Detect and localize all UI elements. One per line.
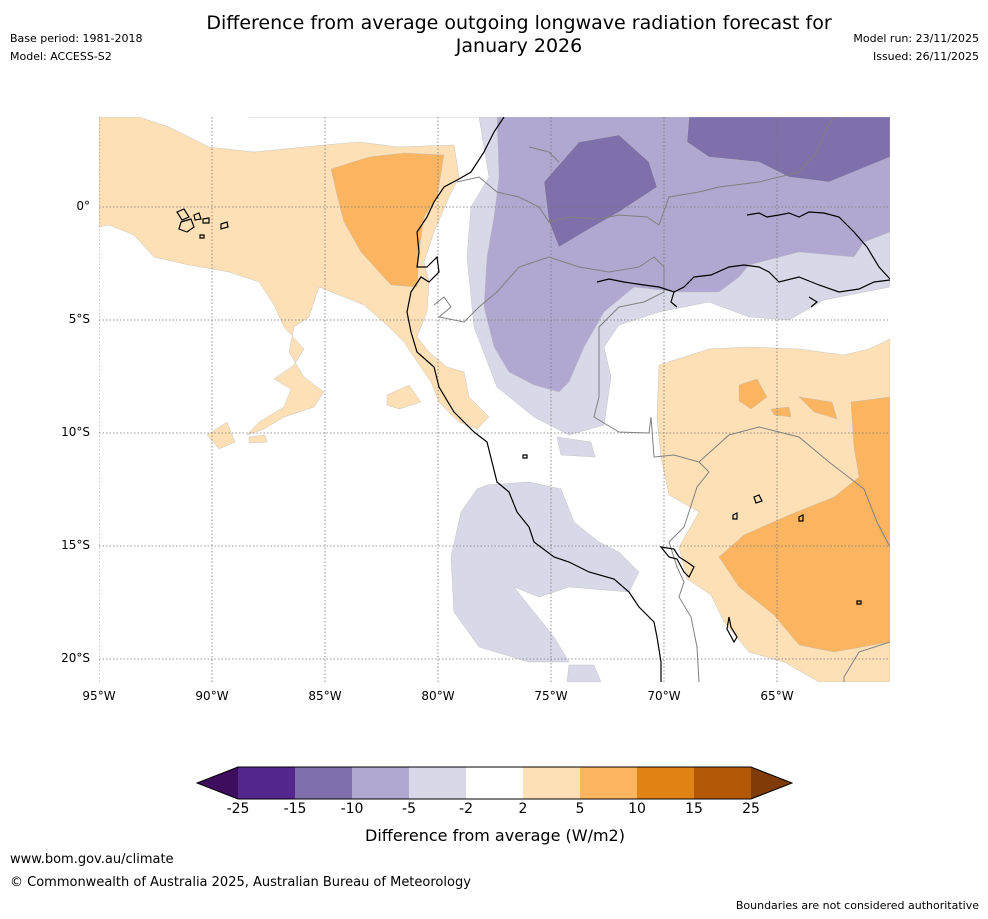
- lon-label-70w: 70°W: [647, 689, 681, 703]
- colorbar-swatch: [295, 767, 352, 799]
- issued-text: Issued: 26/11/2025: [872, 50, 979, 63]
- anomaly-pos-5-10: [330, 152, 890, 653]
- colorbar-extend-low: [197, 767, 238, 799]
- footer-url: www.bom.gov.au/climate: [10, 852, 174, 867]
- border-colombia-peru: [456, 117, 835, 226]
- orange-light-patch-sw: [206, 421, 236, 450]
- forecast-map: [99, 117, 890, 682]
- coastline-pacific: [406, 117, 662, 682]
- small-lake-4: [798, 514, 804, 522]
- colorbar-swatch: [694, 767, 751, 799]
- lon-label-90w: 90°W: [195, 689, 229, 703]
- coastline-river-branch: [670, 291, 678, 308]
- colorbar: [195, 766, 794, 800]
- colorbar-tick-label: 25: [742, 801, 760, 817]
- border-peru-bolivia: [650, 416, 710, 682]
- footer-copyright: © Commonwealth of Australia 2025, Austra…: [10, 875, 471, 890]
- lon-label-75w: 75°W: [534, 689, 568, 703]
- colorbar-swatch: [352, 767, 409, 799]
- title-line-2: January 2026: [455, 35, 583, 57]
- graticule: [99, 117, 890, 682]
- lat-label-15s: 15°S: [61, 538, 90, 552]
- lat-label-10s: 10°S: [61, 425, 90, 439]
- purple-light-patch-south: [566, 664, 602, 682]
- lat-label-5s: 5°S: [68, 312, 90, 326]
- national-borders: [433, 117, 890, 682]
- small-lake-3: [732, 512, 738, 520]
- border-ecuador-peru-brazil: [433, 256, 665, 434]
- small-lake-5: [856, 600, 862, 605]
- lake-titicaca: [659, 546, 695, 579]
- purple-light-region-south: [450, 481, 640, 663]
- purple-light-patch: [556, 436, 596, 458]
- colorbar-tick-label: 15: [685, 801, 703, 817]
- galapagos-island-2: [178, 218, 195, 233]
- lon-label-85w: 85°W: [308, 689, 342, 703]
- coastline: [176, 117, 890, 682]
- galapagos-island-1: [176, 208, 190, 221]
- colorbar-tick-label: -5: [402, 801, 416, 817]
- galapagos-island-6: [199, 234, 205, 239]
- anomaly-neg-15-10: [543, 117, 890, 248]
- coastline-river-branch-2: [808, 296, 819, 308]
- model-text: Model: ACCESS-S2: [10, 50, 112, 63]
- coastline-amazon-north: [746, 211, 890, 280]
- orange-medium-patch-3: [798, 396, 838, 420]
- colorbar-tick-label: -10: [340, 801, 364, 817]
- colorbar-tick-label: -15: [283, 801, 307, 817]
- colorbar-swatch: [637, 767, 694, 799]
- model-run-text: Model run: 23/11/2025: [853, 32, 979, 45]
- colorbar-tick-label: -25: [226, 801, 250, 817]
- colorbar-extend-high: [751, 767, 792, 799]
- coastline-amazon-river: [596, 264, 890, 293]
- lon-label-95w: 95°W: [82, 689, 116, 703]
- lon-label-80w: 80°W: [421, 689, 455, 703]
- metadata-left: Base period: 1981-2018 Model: ACCESS-S2: [10, 30, 142, 66]
- map-title: Difference from average outgoing longwav…: [0, 12, 988, 58]
- lat-label-0: 0°: [76, 199, 90, 213]
- colorbar-title: Difference from average (W/m2): [365, 826, 625, 845]
- colorbar-tick-label: -2: [459, 801, 473, 817]
- footer-disclaimer: Boundaries are not considered authoritat…: [735, 899, 979, 912]
- lat-label-20s: 20°S: [61, 651, 90, 665]
- orange-light-patch-small: [248, 434, 268, 444]
- galapagos-island-4: [202, 217, 210, 224]
- border-north-segment: [528, 146, 560, 163]
- metadata-right: Model run: 23/11/2025 Issued: 26/11/2025: [853, 30, 979, 66]
- lon-label-65w: 65°W: [760, 689, 794, 703]
- galapagos-island-5: [220, 221, 229, 230]
- colorbar-outline: [195, 766, 794, 800]
- colorbar-swatch: [580, 767, 637, 799]
- border-bolivia-brazil: [698, 426, 890, 548]
- small-lake-2: [753, 494, 763, 504]
- colorbar-swatch: [523, 767, 580, 799]
- orange-medium-patch-1: [738, 378, 768, 410]
- base-period-text: Base period: 1981-2018: [10, 32, 143, 45]
- lake-poopo: [726, 616, 738, 644]
- purple-dark-core-east: [686, 117, 890, 183]
- colorbar-tick-label: 2: [518, 801, 528, 817]
- orange-light-patch: [386, 384, 422, 410]
- small-lake-1: [522, 454, 528, 459]
- colorbar-swatch: [409, 767, 466, 799]
- orange-medium-patch-2: [770, 406, 792, 418]
- purple-dark-core-west: [543, 134, 658, 248]
- colorbar-tick-label: 10: [628, 801, 646, 817]
- orange-medium-region-east: [718, 396, 890, 653]
- galapagos-island-3: [193, 212, 202, 221]
- border-bolivia-paraguay: [843, 641, 890, 682]
- colorbar-tick-label: 5: [575, 801, 585, 817]
- colorbar-swatch: [238, 767, 295, 799]
- colorbar-swatch: [466, 767, 523, 799]
- title-line-1: Difference from average outgoing longwav…: [206, 12, 832, 34]
